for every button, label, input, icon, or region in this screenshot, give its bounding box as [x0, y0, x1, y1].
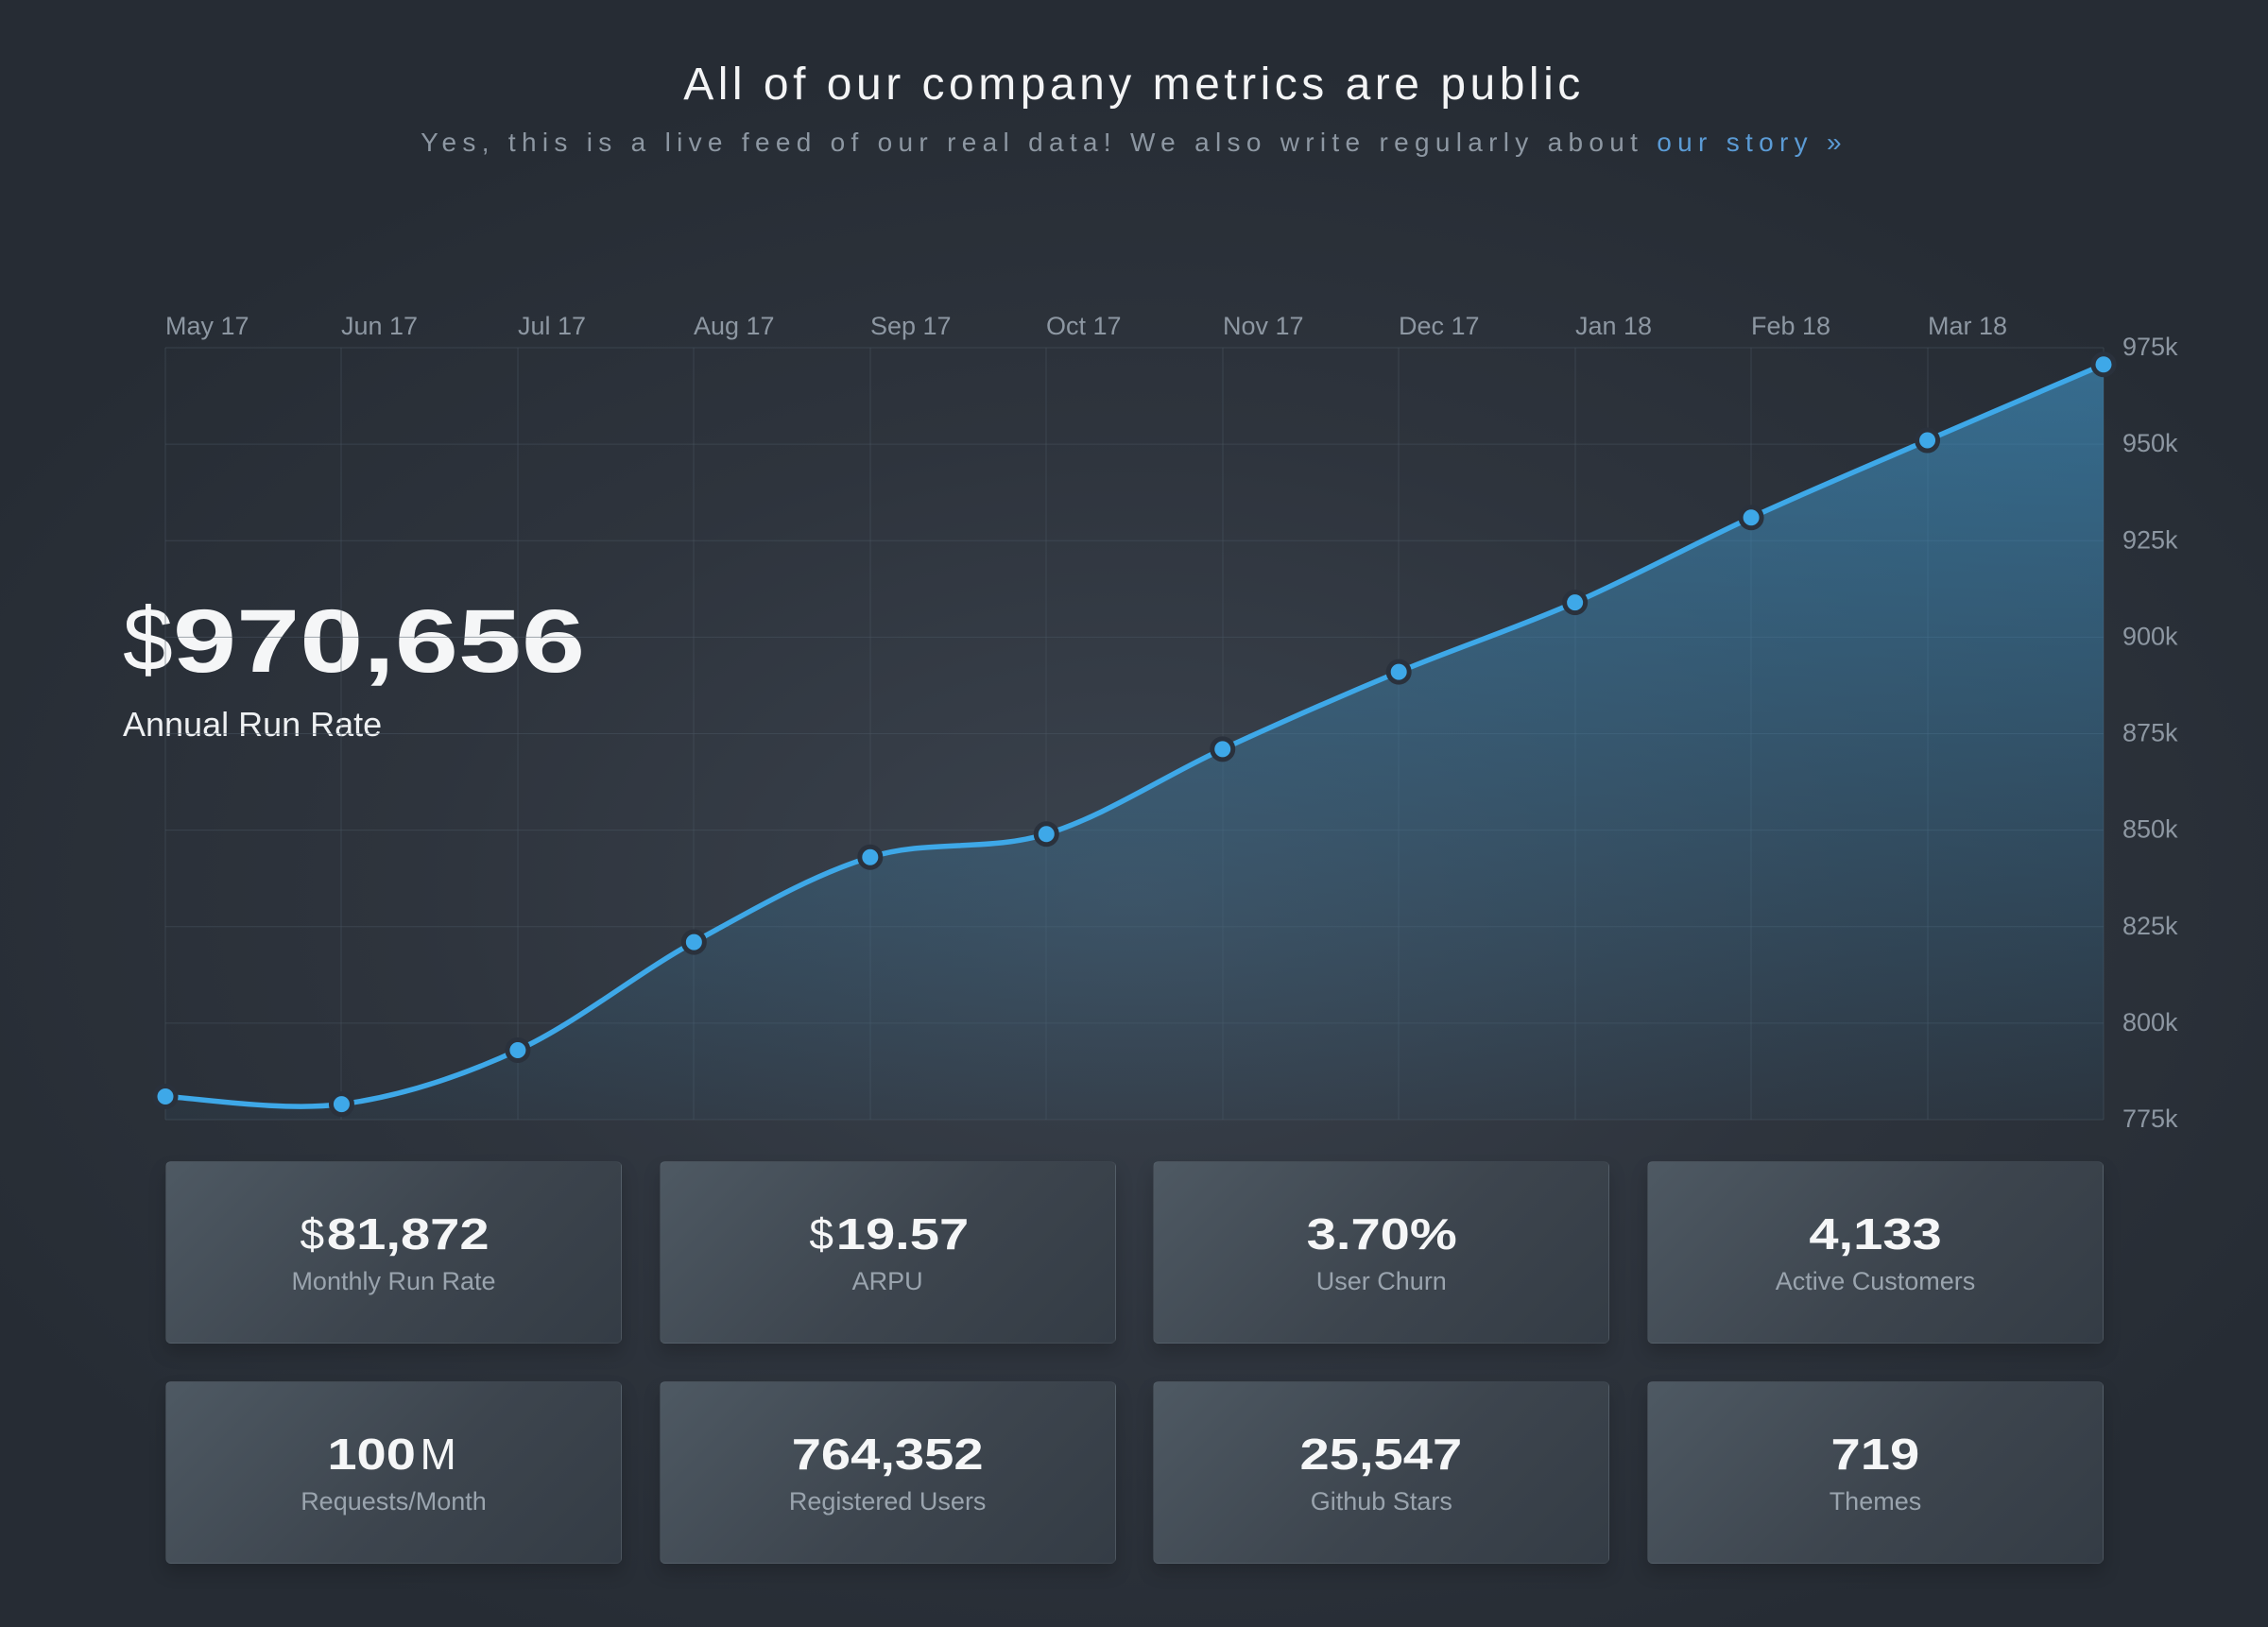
svg-text:Sep 17: Sep 17	[870, 312, 952, 340]
svg-text:Mar 18: Mar 18	[1928, 312, 2007, 340]
svg-text:975k: 975k	[2122, 333, 2178, 361]
svg-text:Jun 17: Jun 17	[341, 312, 418, 340]
svg-text:825k: 825k	[2122, 912, 2178, 940]
svg-text:Oct 17: Oct 17	[1046, 312, 1122, 340]
svg-text:Jan 18: Jan 18	[1575, 312, 1652, 340]
svg-text:Jul 17: Jul 17	[518, 312, 586, 340]
svg-text:May 17: May 17	[165, 312, 249, 340]
svg-text:925k: 925k	[2122, 525, 2178, 554]
svg-text:800k: 800k	[2122, 1008, 2178, 1036]
svg-text:875k: 875k	[2122, 719, 2178, 747]
svg-text:Nov 17: Nov 17	[1223, 312, 1304, 340]
svg-text:Aug 17: Aug 17	[694, 312, 775, 340]
svg-text:850k: 850k	[2122, 815, 2178, 844]
svg-text:900k: 900k	[2122, 622, 2178, 650]
svg-text:Dec 17: Dec 17	[1399, 312, 1480, 340]
svg-text:Feb 18: Feb 18	[1751, 312, 1830, 340]
svg-text:775k: 775k	[2122, 1105, 2178, 1133]
svg-text:950k: 950k	[2122, 429, 2178, 457]
